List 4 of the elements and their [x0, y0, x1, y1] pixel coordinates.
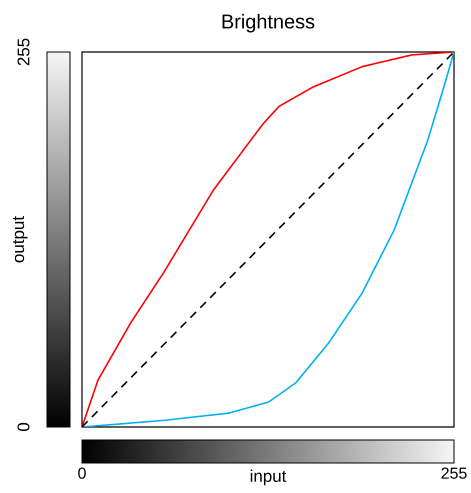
chart-title: Brightness: [222, 14, 314, 32]
x-axis-title: input: [250, 470, 286, 486]
line-series: [82, 52, 454, 427]
y-axis-title: output: [13, 216, 28, 262]
